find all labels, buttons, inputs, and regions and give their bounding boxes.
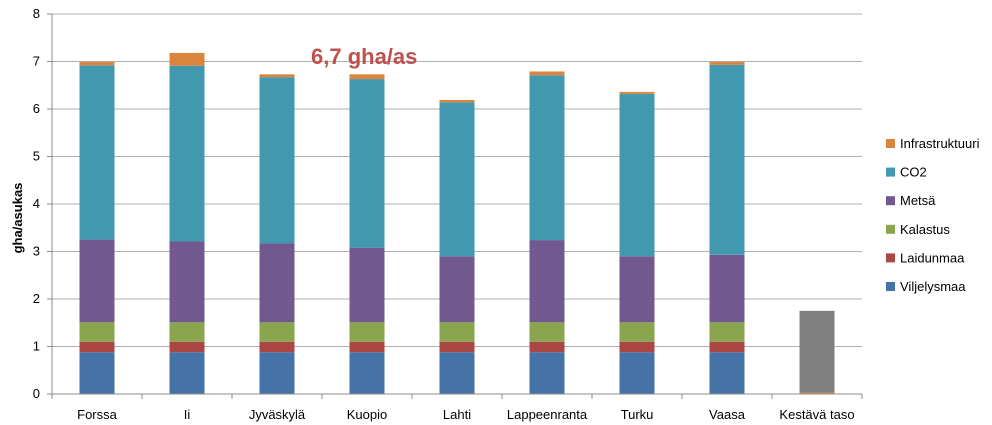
bar-segment <box>439 352 475 394</box>
bar-segment <box>529 352 565 394</box>
bar-segment <box>349 247 385 323</box>
legend-swatch <box>886 139 895 148</box>
bar-segment <box>439 322 475 342</box>
bar-segment <box>709 64 745 255</box>
legend-swatch <box>886 282 895 291</box>
bar-segment <box>79 65 115 240</box>
bar-segment <box>259 243 295 323</box>
bar-segment <box>619 341 655 353</box>
x-tick-label: Forssa <box>77 407 118 422</box>
legend-label: Metsä <box>900 193 936 208</box>
bar-segment <box>79 341 115 353</box>
y-axis-title: gha/asukas <box>10 183 25 254</box>
y-tick-label: 8 <box>33 6 40 21</box>
bar-segment <box>529 341 565 353</box>
y-tick-label: 6 <box>33 101 40 116</box>
bar-segment <box>79 61 115 66</box>
y-tick-label: 5 <box>33 149 40 164</box>
legend-label: Infrastruktuuri <box>900 136 980 151</box>
legend-label: Viljelysmaa <box>900 279 966 294</box>
bar-segment <box>799 392 835 394</box>
bar-segment <box>349 79 385 248</box>
bar-segment <box>439 99 475 103</box>
bar-segment <box>169 352 205 394</box>
bar-segment <box>619 322 655 342</box>
y-axis-ticks: 0 1 2 3 4 5 6 7 8 <box>33 6 52 401</box>
bar-segment <box>349 341 385 353</box>
y-tick-label: 4 <box>33 196 40 211</box>
legend-label: Laidunmaa <box>900 250 965 265</box>
x-tick-label: Kestävä taso <box>779 407 854 422</box>
legend-label: CO2 <box>900 165 927 180</box>
bar-segment <box>709 61 745 65</box>
bar-segment <box>529 75 565 241</box>
bar-segment <box>709 352 745 394</box>
bar-segment <box>169 241 205 323</box>
bar-segment <box>349 322 385 342</box>
bar-segment <box>439 341 475 353</box>
bar-segment <box>439 256 475 323</box>
legend-label: Kalastus <box>900 222 950 237</box>
bar-segment <box>169 65 205 242</box>
bar-segment <box>709 254 745 323</box>
y-tick-label: 0 <box>33 386 40 401</box>
x-axis-ticks: Forssa Ii Jyväskylä Kuopio Lahti Lappeenranta… <box>51 394 863 422</box>
bar-segment <box>349 74 385 80</box>
legend-swatch <box>886 167 895 177</box>
legend-swatch <box>886 253 895 263</box>
y-tick-label: 2 <box>33 291 40 306</box>
bars <box>79 52 835 394</box>
bar-segment <box>709 322 745 342</box>
x-tick-label: Vaasa <box>709 407 746 422</box>
x-tick-label: Ii <box>184 407 191 422</box>
bar-segment <box>79 239 115 323</box>
x-tick-label: Turku <box>621 407 654 422</box>
bar-segment <box>619 256 655 323</box>
legend-swatch <box>886 224 895 234</box>
average-annotation: 6,7 gha/as <box>311 44 417 69</box>
bar-segment <box>259 341 295 353</box>
bar-segment <box>529 240 565 323</box>
bar-segment <box>619 93 655 257</box>
y-tick-label: 7 <box>33 54 40 69</box>
bar-segment <box>259 74 295 78</box>
bar-segment <box>529 322 565 342</box>
bar-segment <box>79 352 115 394</box>
bar-segment <box>529 71 565 76</box>
bar-segment <box>439 102 475 257</box>
legend: Infrastruktuuri CO2 Metsä Kalastus Laidunmaa… <box>886 136 980 294</box>
x-tick-label: Lahti <box>443 407 471 422</box>
bar-segment <box>619 91 655 94</box>
x-tick-label: Lappeenranta <box>507 407 588 422</box>
bar-segment <box>709 341 745 353</box>
x-tick-label: Kuopio <box>347 407 387 422</box>
bar-segment <box>79 322 115 342</box>
y-tick-label: 3 <box>33 244 40 259</box>
x-tick-label: Jyväskylä <box>249 407 306 422</box>
bar-segment <box>259 352 295 394</box>
y-tick-label: 1 <box>33 339 40 354</box>
axes <box>51 14 862 395</box>
bar-segment <box>259 322 295 342</box>
legend-swatch <box>886 196 895 206</box>
bar-segment <box>619 352 655 394</box>
bar-segment <box>349 352 385 394</box>
bar-segment <box>169 52 205 66</box>
bar-segment <box>259 77 295 244</box>
bar-segment <box>169 341 205 353</box>
bar-segment <box>799 310 835 393</box>
bar-segment <box>169 322 205 342</box>
